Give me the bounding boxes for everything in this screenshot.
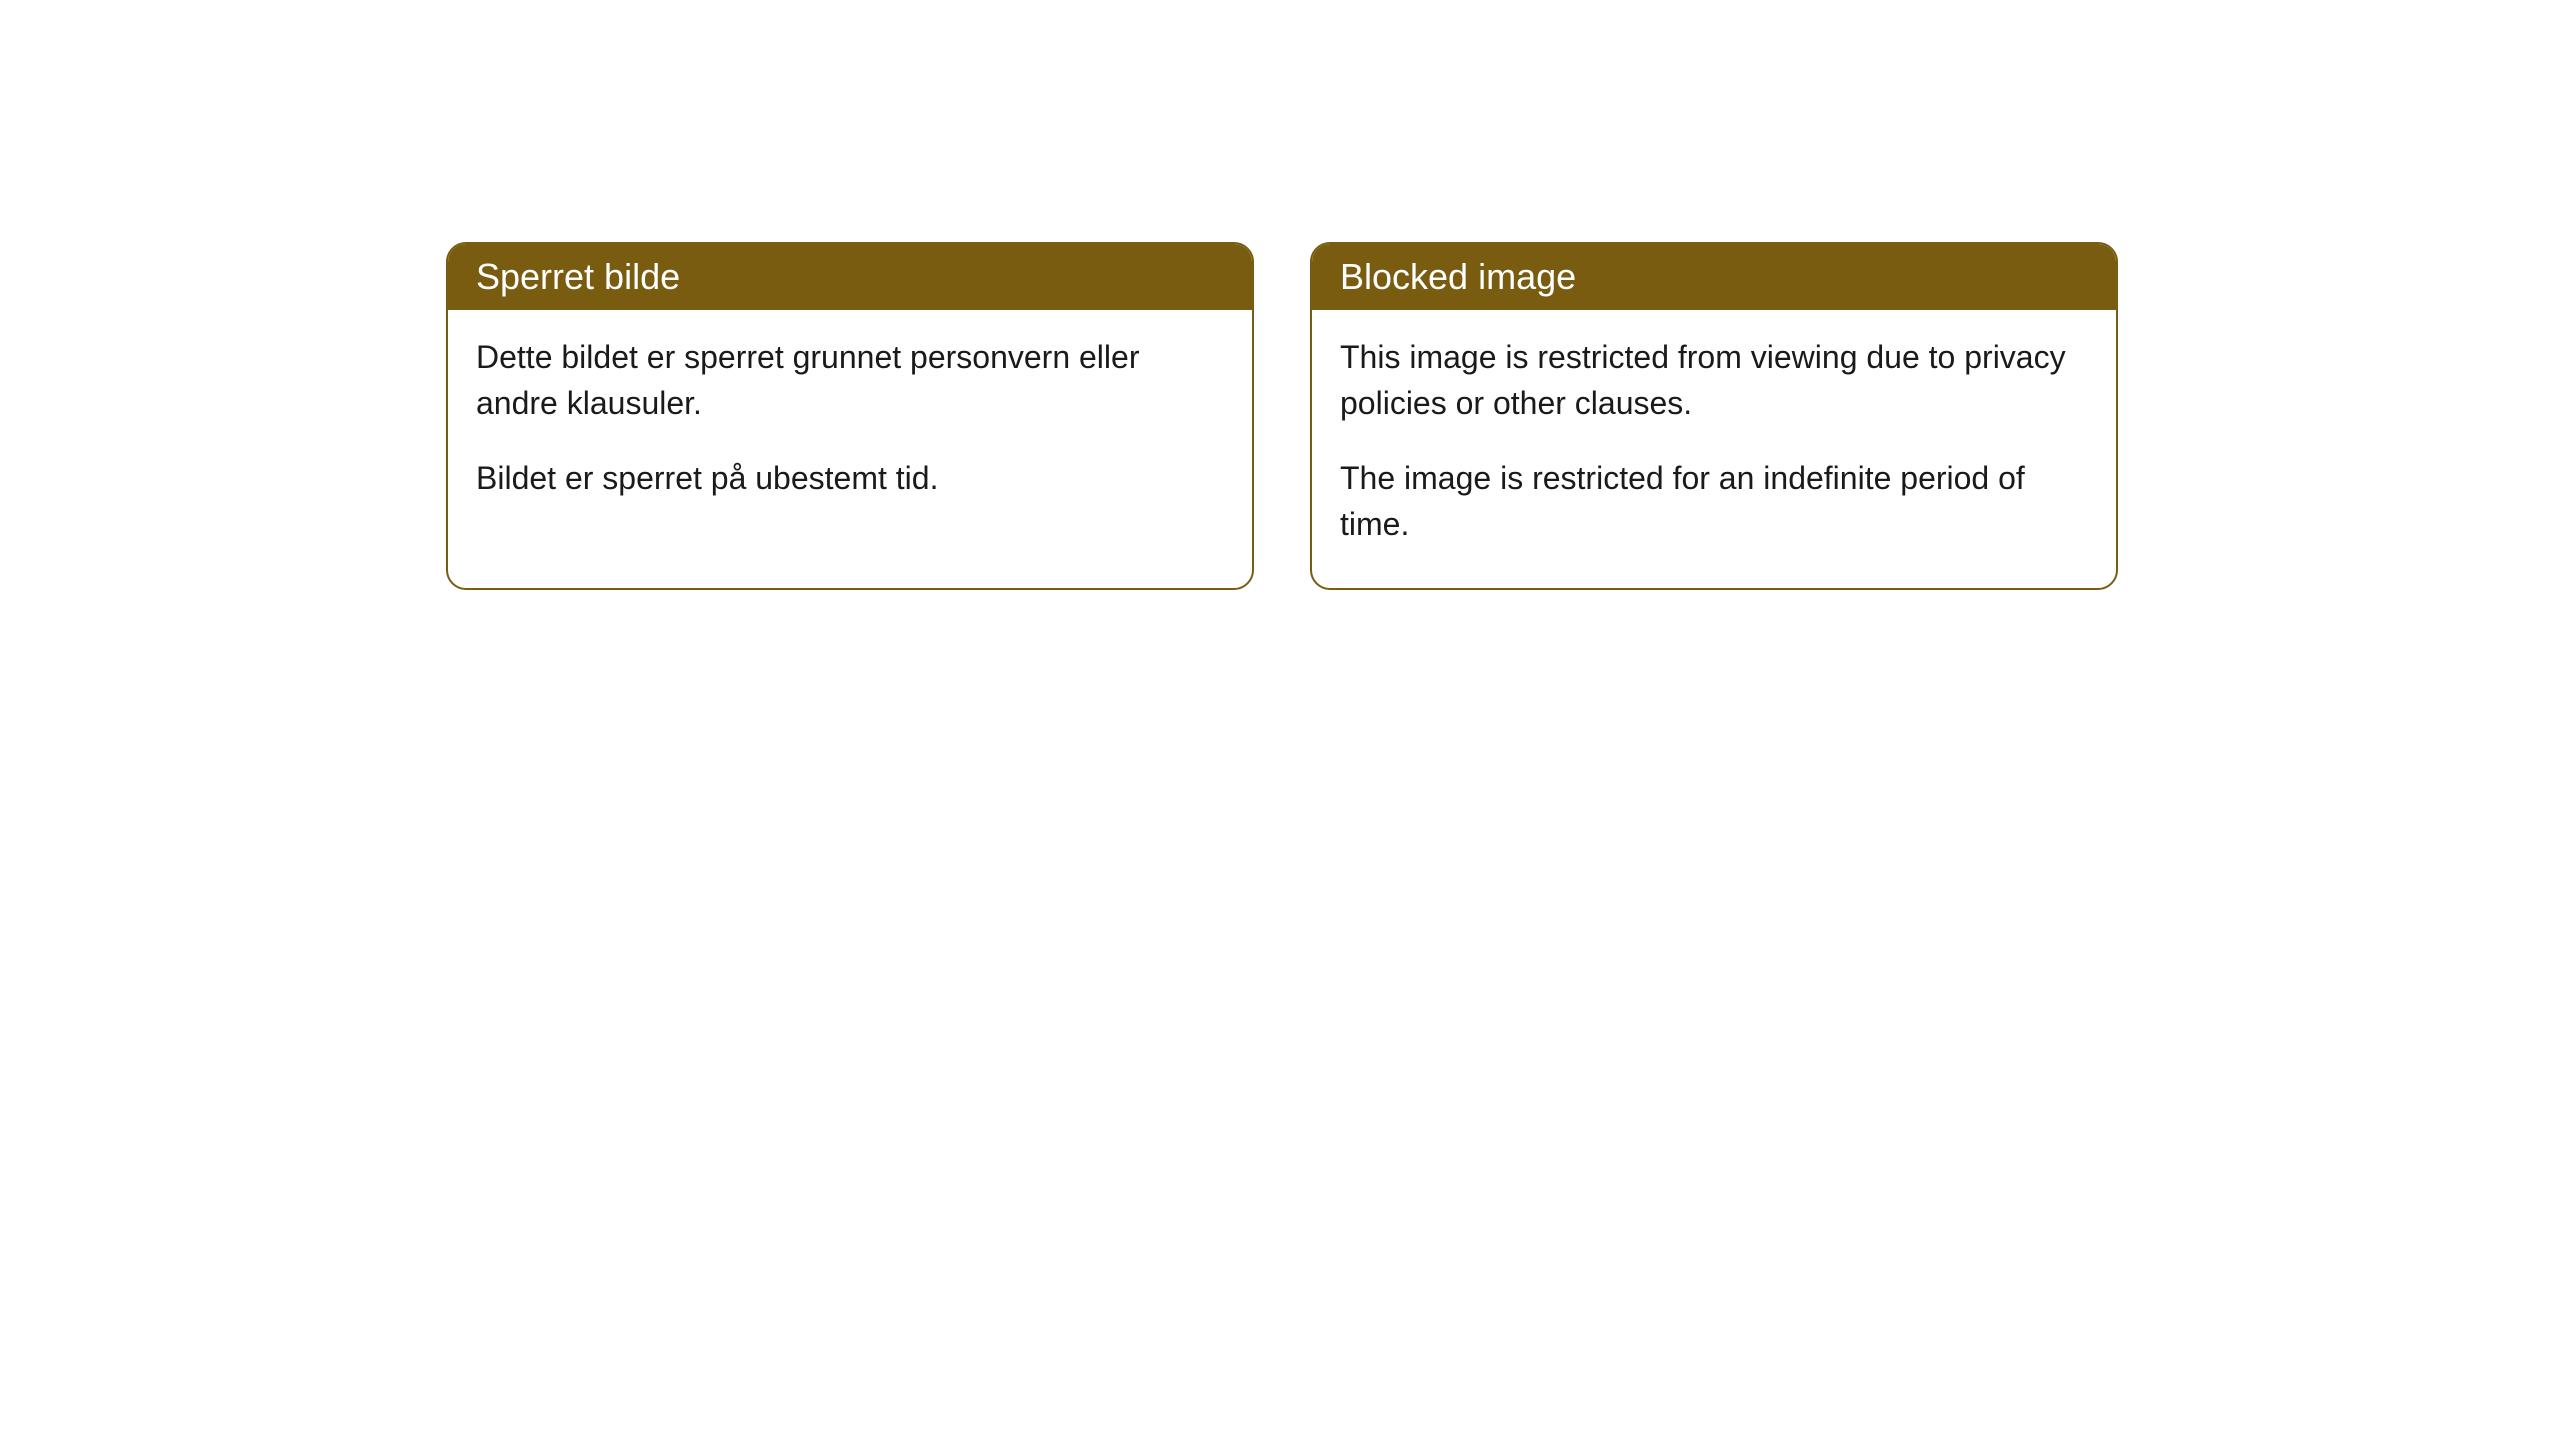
cards-container: Sperret bilde Dette bildet er sperret gr… — [446, 242, 2118, 590]
card-norwegian: Sperret bilde Dette bildet er sperret gr… — [446, 242, 1254, 590]
card-title: Blocked image — [1340, 256, 1576, 297]
card-paragraph: This image is restricted from viewing du… — [1340, 334, 2088, 427]
card-body-norwegian: Dette bildet er sperret grunnet personve… — [448, 310, 1252, 541]
card-paragraph: The image is restricted for an indefinit… — [1340, 455, 2088, 548]
card-paragraph: Dette bildet er sperret grunnet personve… — [476, 334, 1224, 427]
card-title: Sperret bilde — [476, 256, 680, 297]
card-english: Blocked image This image is restricted f… — [1310, 242, 2118, 590]
card-header-norwegian: Sperret bilde — [448, 244, 1252, 310]
card-header-english: Blocked image — [1312, 244, 2116, 310]
card-paragraph: Bildet er sperret på ubestemt tid. — [476, 455, 1224, 501]
card-body-english: This image is restricted from viewing du… — [1312, 310, 2116, 588]
